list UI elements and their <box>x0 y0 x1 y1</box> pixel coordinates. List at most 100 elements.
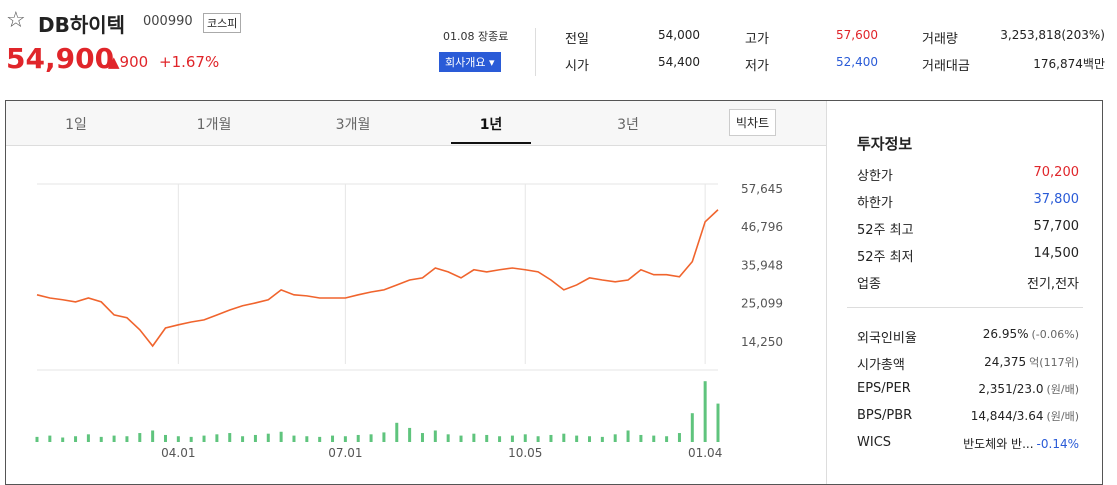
period-tab[interactable]: 1일 <box>65 117 87 133</box>
volume-bar <box>35 436 39 442</box>
volume-bar <box>510 435 514 442</box>
volume-bar <box>266 433 270 442</box>
stock-name: DB하이텍 <box>38 13 126 37</box>
info-sub: (원/배) <box>1046 410 1079 423</box>
volume-bar <box>498 436 502 442</box>
info-main: 26.95% <box>982 327 1029 341</box>
stat-value: 57,600 <box>836 28 878 42</box>
info-row: 52주 최저 14,500 <box>857 246 1079 266</box>
x-tick-label: 01.04 <box>688 446 722 460</box>
info-sub: -0.14% <box>1036 437 1079 451</box>
volume-bar <box>61 437 65 442</box>
period-tab[interactable]: 1년 <box>479 117 503 133</box>
volume-bar <box>665 436 669 442</box>
stat-value: 54,400 <box>658 55 700 69</box>
info-main: 14,844/3.64 <box>970 409 1044 423</box>
period-tab[interactable]: 1개월 <box>196 117 232 133</box>
investment-info: 투자정보 상한가 70,200 하한가 37,800 52주 최고 57,700 52주 최… <box>826 101 1103 484</box>
info-label: BPS/PBR <box>857 408 913 423</box>
volume-bar <box>279 431 283 442</box>
info-sub: (원/배) <box>1046 383 1079 396</box>
info-row: 52주 최고 57,700 <box>857 219 1079 239</box>
volume-bar <box>343 436 347 442</box>
stat-label: 고가 <box>745 32 769 47</box>
volume-bar <box>228 433 232 442</box>
divider <box>535 28 536 76</box>
info-main: 2,351/23.0 <box>978 382 1044 396</box>
info-label: 상한가 <box>857 169 893 184</box>
stat-label: 거래량 <box>922 32 958 47</box>
volume-bar <box>112 435 116 442</box>
volume-bar <box>716 403 720 442</box>
chart-panel: 1일 1개월 3개월 1년 3년 빅차트 투자정보 상한가 70,200 하한가 37,800 5… <box>5 100 1103 485</box>
period-tabs: 1일 1개월 3개월 1년 3년 빅차트 <box>6 101 826 146</box>
volume-bar <box>536 436 540 442</box>
volume-bar <box>176 436 180 442</box>
info-row: 시가총액 24,375 억(117위) <box>857 354 1079 374</box>
info-value: 반도체와 반... -0.14% <box>963 435 1079 452</box>
volume-bar <box>652 435 656 442</box>
volume-bar <box>48 435 52 442</box>
change-value: 900 <box>119 53 149 71</box>
y-tick-label: 57,645 <box>741 182 783 196</box>
volume-bar <box>690 413 694 442</box>
change: ▲900 <box>108 53 149 71</box>
x-tick-label: 04.01 <box>161 446 195 460</box>
info-row: 외국인비율 26.95% (-0.06%) <box>857 327 1079 347</box>
info-label: 하한가 <box>857 196 893 211</box>
volume-bar <box>125 436 129 442</box>
market-status: 01.08 장종료 <box>443 30 509 43</box>
info-value: 2,351/23.0 (원/배) <box>978 381 1079 397</box>
stat-label: 전일 <box>565 32 589 47</box>
sidebar-title: 투자정보 <box>857 135 913 153</box>
volume-bar <box>575 435 579 442</box>
info-row: EPS/PER 2,351/23.0 (원/배) <box>857 381 1079 401</box>
volume-bar <box>562 433 566 442</box>
info-label: 외국인비율 <box>857 331 917 346</box>
y-tick-label: 25,099 <box>741 297 783 311</box>
volume-bar <box>677 433 681 442</box>
volume-bar <box>318 436 322 442</box>
volume-bar <box>382 432 386 442</box>
volume-bar <box>446 434 450 442</box>
big-chart-button[interactable]: 빅차트 <box>729 109 777 136</box>
info-main: 24,375 <box>984 355 1027 369</box>
stock-code: 000990 <box>143 14 193 29</box>
volume-bar <box>305 436 309 442</box>
stat-label: 저가 <box>745 59 769 74</box>
volume-bar <box>433 430 437 442</box>
volume-bar <box>703 381 707 442</box>
volume-bar <box>613 434 617 442</box>
info-row: BPS/PBR 14,844/3.64 (원/배) <box>857 408 1079 428</box>
info-sub: 억(117위) <box>1029 356 1079 369</box>
info-main: 반도체와 반... <box>963 437 1034 451</box>
volume-bar <box>138 433 142 442</box>
info-row: 업종 전기,전자 <box>857 273 1079 293</box>
volume-bar <box>99 436 103 442</box>
period-tab[interactable]: 3개월 <box>335 117 371 133</box>
stat-value: 3,253,818(203%) <box>1000 28 1105 42</box>
info-value: 57,700 <box>1033 219 1080 234</box>
volume-bar <box>472 433 476 442</box>
info-value: 24,375 억(117위) <box>984 354 1079 370</box>
period-tab[interactable]: 3년 <box>617 117 639 133</box>
info-label: 52주 최고 <box>857 223 914 238</box>
current-price: 54,900 <box>6 42 115 75</box>
x-tick-label: 07.01 <box>328 446 362 460</box>
y-tick-label: 14,250 <box>741 335 783 349</box>
company-button-label: 회사개요 <box>445 56 486 69</box>
volume-bar <box>163 434 167 442</box>
favorite-star[interactable]: ☆ <box>6 8 26 33</box>
stat-value: 52,400 <box>836 55 878 69</box>
volume-bar <box>253 434 257 442</box>
volume-bar <box>523 434 527 442</box>
volume-bar <box>459 435 463 442</box>
price-line <box>36 209 719 348</box>
y-tick-label: 46,796 <box>741 220 783 234</box>
company-button[interactable]: 회사개요 ▾ <box>439 52 501 72</box>
info-label: EPS/PER <box>857 381 911 396</box>
info-value: 70,200 <box>1033 165 1080 180</box>
info-sub: (-0.06%) <box>1031 328 1080 341</box>
volume-bar <box>408 427 412 442</box>
